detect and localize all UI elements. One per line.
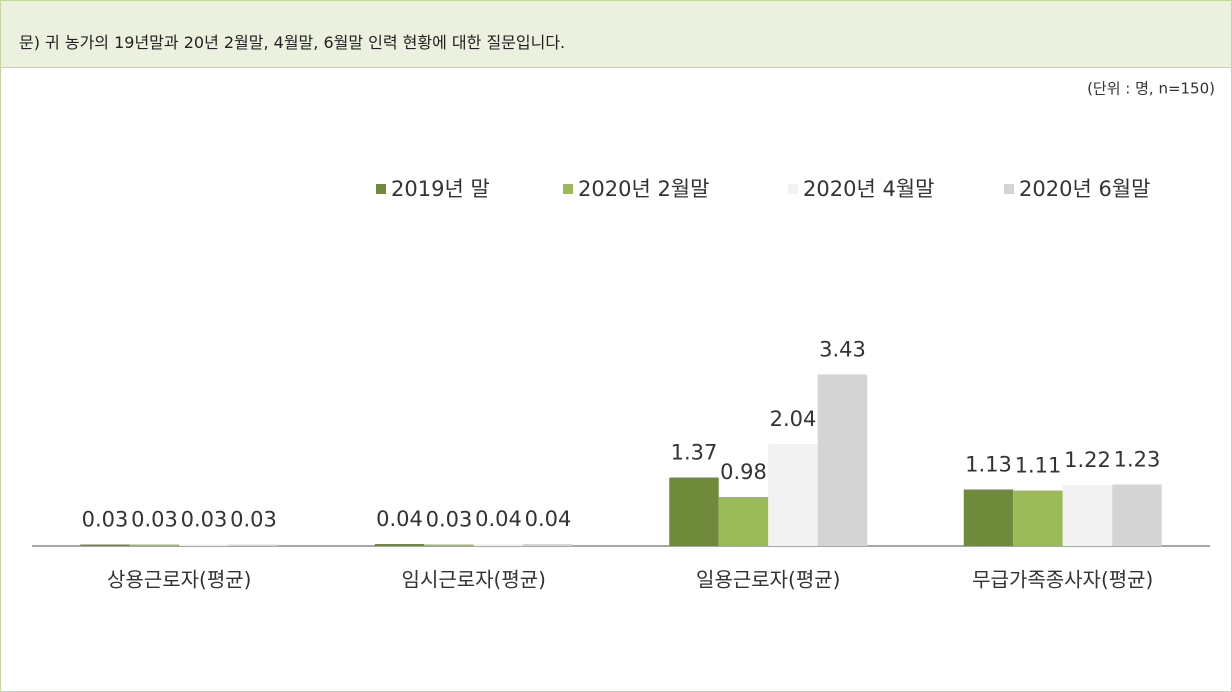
legend-swatch <box>1004 184 1014 194</box>
legend-label: 2019년 말 <box>391 177 490 201</box>
data-label: 0.03 <box>426 508 473 532</box>
bar <box>669 477 719 546</box>
bar <box>1112 484 1162 546</box>
x-tick-label: 일용근로자(평균) <box>696 568 840 592</box>
legend-swatch <box>376 184 386 194</box>
data-label: 2.04 <box>770 407 817 431</box>
legend-label: 2020년 6월말 <box>1019 177 1150 201</box>
bar <box>1013 490 1063 546</box>
bar <box>523 544 573 546</box>
legend-swatch <box>788 184 798 194</box>
data-label: 1.23 <box>1114 448 1161 472</box>
data-label: 3.43 <box>819 338 866 362</box>
data-label: 0.04 <box>376 507 423 531</box>
bar <box>228 544 279 546</box>
data-label: 0.03 <box>181 508 228 532</box>
x-tick-label: 상용근로자(평균) <box>107 568 251 592</box>
bar <box>179 544 229 546</box>
bar <box>374 544 425 546</box>
bar <box>473 544 524 546</box>
bar <box>768 444 818 546</box>
legend-label: 2020년 2월말 <box>578 177 709 201</box>
data-label: 0.04 <box>525 507 572 531</box>
data-label: 1.13 <box>965 453 1012 477</box>
data-label: 0.98 <box>720 460 767 484</box>
data-label: 1.37 <box>671 441 718 465</box>
unit-note: (단위 : 명, n=150) <box>1087 80 1215 98</box>
data-label: 0.03 <box>230 508 277 532</box>
legend-label: 2020년 4월말 <box>803 177 934 201</box>
data-label: 0.03 <box>82 508 129 532</box>
bar <box>718 497 769 546</box>
bar <box>1062 485 1113 546</box>
bar <box>817 374 868 546</box>
legend-swatch <box>563 184 573 194</box>
x-tick-label: 무급가족종사자(평균) <box>972 568 1153 592</box>
data-label: 1.22 <box>1064 448 1111 472</box>
bar <box>963 489 1014 546</box>
data-label: 0.03 <box>131 508 178 532</box>
x-tick-label: 임시근로자(평균) <box>402 568 546 592</box>
data-label: 1.11 <box>1015 454 1062 478</box>
chart: (단위 : 명, n=150) 2019년 말 2020년 2월말 2020년 4월… <box>32 80 1215 592</box>
bar <box>129 544 180 546</box>
question: 문) 귀 농가의 19년말과 20년 2월말, 4월말, 6월말 인력 현황에 … <box>1 1 1231 68</box>
bar <box>424 544 474 546</box>
bar <box>80 544 130 546</box>
data-label: 0.04 <box>475 507 522 531</box>
